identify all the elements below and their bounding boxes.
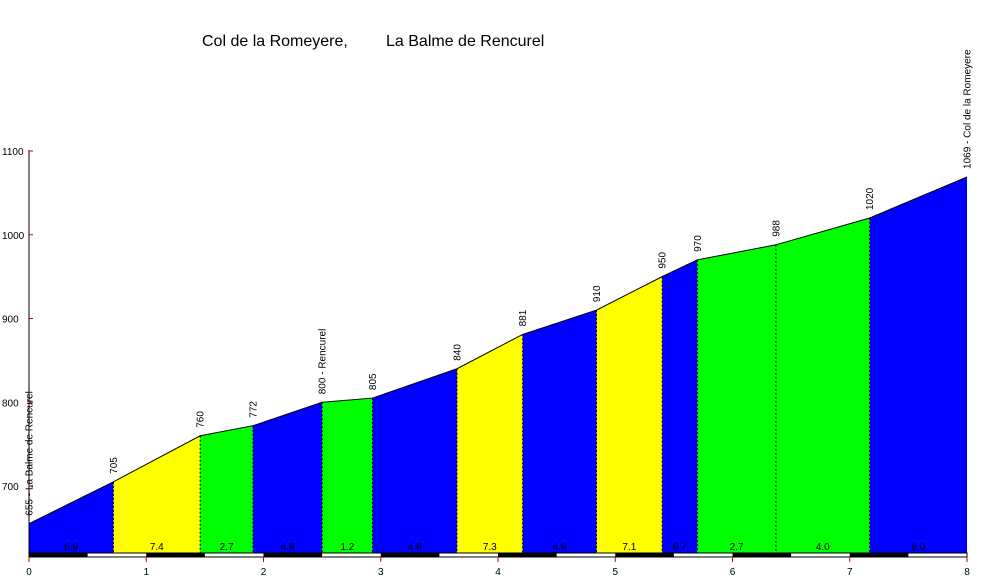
segment-area: [200, 425, 253, 553]
x-tick-label: 3: [378, 567, 384, 578]
place-label: 655 - La Balme de Rencurel: [25, 391, 36, 516]
segment-area: [697, 244, 776, 554]
x-tick-label: 1: [143, 567, 149, 578]
gradient-segments: [29, 176, 967, 554]
grade-label: 7.4: [150, 542, 164, 553]
elevation-label: 840: [452, 344, 463, 361]
segment-area: [775, 218, 870, 553]
segment-area: [372, 368, 457, 553]
grade-labels: 6.9 7.4 2.7 4.8 1.2 4.8 7.3 4.6 7.1 6.7 2.7 4.0 6.0: [64, 542, 925, 553]
elevation-label: 988: [771, 220, 782, 237]
segment-area: [456, 334, 523, 553]
grade-label: 6.7: [673, 542, 687, 553]
segment-area: [113, 435, 201, 553]
grade-label: 4.8: [408, 542, 422, 553]
scale-bar-block: [146, 553, 205, 557]
place-label: 1069 - Col de la Romeyere: [963, 49, 974, 169]
elevation-label: 950: [658, 252, 669, 269]
x-tick-label: 4: [495, 567, 501, 578]
x-axis-ticks: 0 1 2 3 4 5 6 7 8: [26, 557, 970, 578]
y-tick-label: 900: [2, 315, 19, 326]
x-tick-label: 7: [847, 567, 853, 578]
grade-label: 4.8: [281, 542, 295, 553]
scale-bar-block: [732, 553, 792, 557]
chart-title-right: La Balme de Rencurel: [386, 33, 544, 50]
scale-bar-block: [849, 553, 909, 557]
elevation-label: 705: [109, 457, 120, 474]
y-tick-label: 700: [2, 482, 19, 493]
segment-dividers: [112, 218, 871, 553]
grade-label: 2.7: [220, 542, 234, 553]
grade-label: 6.0: [911, 542, 925, 553]
grade-label: 6.9: [64, 542, 78, 553]
elevation-labels: 655 - La Balme de Rencurel 705 760 772 800 -…: [25, 49, 974, 516]
grade-label: 1.2: [340, 542, 354, 553]
x-tick-label: 6: [730, 567, 736, 578]
elevation-label: 881: [518, 309, 529, 326]
profile-line-group: [28, 176, 968, 525]
elevation-label: 970: [693, 235, 704, 252]
elevation-label: 760: [196, 411, 207, 428]
grade-label: 7.1: [622, 542, 636, 553]
elevation-label: 1020: [865, 187, 876, 210]
grade-label: 4.6: [553, 542, 567, 553]
y-tick-label: 800: [2, 398, 19, 409]
y-axis-ticks: 700 800 900 1000 1100: [2, 147, 33, 493]
chart-title-left: Col de la Romeyere,: [202, 33, 348, 50]
y-tick-label: 1000: [2, 231, 25, 242]
elevation-label: 805: [368, 373, 379, 390]
x-tick-label: 0: [26, 567, 32, 578]
x-tick-label: 8: [964, 567, 970, 578]
segment-area: [662, 259, 698, 553]
segment-area: [869, 176, 967, 553]
segment-area: [522, 310, 597, 553]
scale-bar-block: [263, 553, 323, 557]
y-tick-label: 1100: [2, 147, 24, 158]
segment-area: [596, 276, 663, 553]
grade-label: 7.3: [483, 542, 497, 553]
elevation-label: 910: [592, 285, 603, 302]
segment-area: [322, 398, 373, 553]
place-label: 800 - Rencurel: [318, 329, 329, 395]
grade-label: 4.0: [816, 542, 830, 553]
scale-bar-block: [615, 553, 674, 557]
x-tick-label: 5: [612, 567, 618, 578]
distance-scale-bar: [28, 552, 968, 558]
segment-area: [252, 402, 323, 553]
scale-bar-block: [380, 553, 440, 557]
grade-label: 2.7: [730, 542, 744, 553]
scale-bar-block: [29, 553, 88, 557]
x-tick-label: 2: [261, 567, 267, 578]
segment-area: [29, 481, 114, 553]
elevation-label: 772: [248, 401, 259, 418]
scale-bar-block: [498, 553, 557, 557]
profile-line: [28, 176, 968, 525]
